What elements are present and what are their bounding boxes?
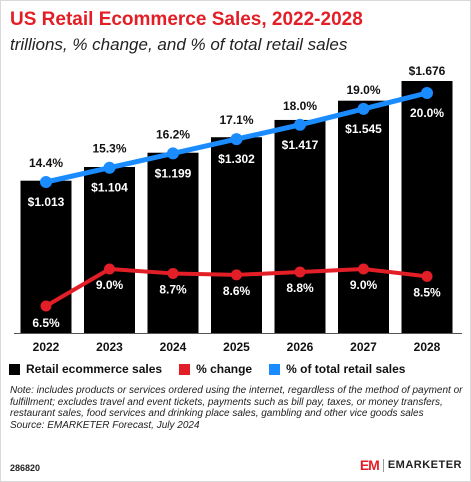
sales-label-2023: $1.104 xyxy=(91,181,128,195)
share-label-2025: 17.1% xyxy=(219,113,253,127)
change-label-2024: 8.7% xyxy=(159,282,187,296)
x-tick-2022: 2022 xyxy=(33,340,60,354)
bar-2024 xyxy=(147,152,199,333)
sales-label-2027: $1.545 xyxy=(345,122,382,136)
legend-label-sales: Retail ecommerce sales xyxy=(26,362,163,376)
share-point-2025 xyxy=(230,133,243,146)
share-point-2024 xyxy=(167,147,179,160)
change-label-2025: 8.6% xyxy=(223,284,251,298)
share-point-2026 xyxy=(294,118,306,131)
legend-swatch-sales xyxy=(9,363,20,375)
share-label-2024: 16.2% xyxy=(156,127,190,141)
change-point-2024 xyxy=(167,267,179,279)
chart-plot: 14.4% 15.3% 16.2% 17.1% 18.0% 19.0% 20.0% $1.01… xyxy=(14,64,462,354)
sales-label-2028: $1.676 xyxy=(409,64,446,78)
brand-mark: EM xyxy=(359,457,380,473)
change-label-2027: 9.0% xyxy=(350,278,378,292)
x-tick-2025: 2025 xyxy=(223,340,250,354)
sales-label-2022: $1.013 xyxy=(28,195,65,209)
share-label-2022: 14.4% xyxy=(29,156,63,170)
x-tick-2027: 2027 xyxy=(350,340,377,354)
legend-swatch-share xyxy=(269,363,281,375)
change-label-2028: 8.5% xyxy=(413,285,441,299)
sales-label-2026: $1.417 xyxy=(282,138,319,152)
change-point-2022 xyxy=(40,300,52,312)
change-label-2026: 8.8% xyxy=(286,281,314,295)
share-point-2023 xyxy=(103,161,116,174)
sales-label-2024: $1.199 xyxy=(155,166,192,180)
note-text: Note: includes products or services orde… xyxy=(10,385,463,420)
sales-label-2025: $1.302 xyxy=(218,152,255,166)
chart-legend: Retail ecommerce sales % change % of tot… xyxy=(9,362,422,376)
legend-item-share: % of total retail sales xyxy=(269,362,405,376)
chart-subtitle: trillions, % change, and % of total reta… xyxy=(10,35,348,54)
legend-label-share: % of total retail sales xyxy=(286,362,406,376)
legend-item-sales: Retail ecommerce sales xyxy=(9,362,162,376)
change-label-2022: 6.5% xyxy=(32,316,60,330)
x-tick-2023: 2023 xyxy=(96,340,123,354)
x-tick-2024: 2024 xyxy=(160,340,187,354)
chart-title: US Retail Ecommerce Sales, 2022-2028 xyxy=(10,9,363,30)
change-point-2028 xyxy=(421,270,433,282)
share-point-2027 xyxy=(357,102,370,115)
change-point-2025 xyxy=(231,269,242,281)
share-point-2028 xyxy=(421,87,433,99)
legend-item-change: % change xyxy=(179,362,252,376)
share-label-2026: 18.0% xyxy=(283,99,317,113)
bar-2027 xyxy=(338,100,389,333)
change-point-2026 xyxy=(294,266,306,278)
brand-name: EMARKETER xyxy=(387,459,462,471)
brand-separator xyxy=(382,458,384,472)
share-point-2022 xyxy=(40,176,52,188)
x-tick-2026: 2026 xyxy=(287,340,314,354)
bar-2025 xyxy=(211,137,262,333)
share-label-2027: 19.0% xyxy=(346,83,380,97)
change-point-2027 xyxy=(358,263,369,275)
share-label-2028: 20.0% xyxy=(410,106,444,120)
share-label-2023: 15.3% xyxy=(92,142,126,156)
source-text: Source: EMARKETER Forecast, July 2024 xyxy=(10,419,200,431)
bar-2023 xyxy=(84,167,135,333)
bar-2026 xyxy=(274,119,326,333)
legend-swatch-change xyxy=(179,363,191,375)
change-point-2023 xyxy=(104,263,115,275)
chart-note: Note: includes products or services orde… xyxy=(10,385,466,431)
legend-label-change: % change xyxy=(196,362,253,376)
bar-2028 xyxy=(401,81,453,333)
x-tick-2028: 2028 xyxy=(414,340,441,354)
chart-id: 286820 xyxy=(10,463,41,473)
brand-logo: EM EMARKETER xyxy=(360,457,462,473)
change-label-2023: 9.0% xyxy=(96,278,124,292)
